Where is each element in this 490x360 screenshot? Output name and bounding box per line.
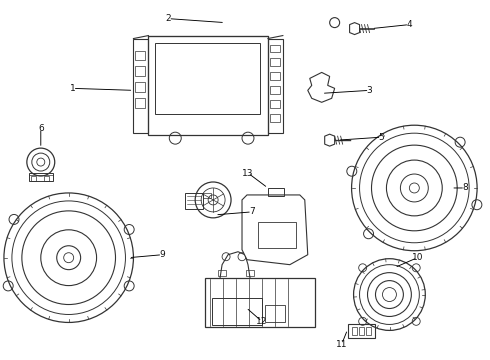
- Bar: [31, 176, 36, 181]
- Text: 9: 9: [159, 250, 165, 259]
- Text: 4: 4: [407, 20, 412, 29]
- Bar: [218, 270, 226, 276]
- Bar: [135, 98, 146, 108]
- Bar: [347, 324, 375, 338]
- Text: 5: 5: [379, 133, 384, 142]
- Bar: [133, 39, 148, 133]
- Bar: [258, 222, 296, 248]
- Bar: [135, 50, 146, 60]
- Bar: [135, 67, 146, 76]
- Text: 8: 8: [462, 184, 468, 193]
- Bar: [268, 188, 284, 196]
- Bar: [270, 114, 280, 122]
- Bar: [270, 58, 280, 67]
- Bar: [155, 42, 260, 114]
- Polygon shape: [325, 134, 335, 146]
- Bar: [246, 270, 254, 276]
- Bar: [148, 36, 268, 135]
- Bar: [44, 176, 49, 181]
- Bar: [270, 100, 280, 108]
- Bar: [268, 39, 283, 133]
- Polygon shape: [308, 72, 335, 102]
- Text: 13: 13: [242, 168, 254, 177]
- Bar: [185, 193, 203, 209]
- Bar: [270, 86, 280, 94]
- Bar: [352, 328, 357, 336]
- Polygon shape: [349, 23, 360, 35]
- Bar: [203, 193, 211, 198]
- Text: 6: 6: [38, 124, 44, 133]
- Bar: [29, 173, 53, 181]
- Polygon shape: [242, 195, 308, 265]
- Text: 2: 2: [166, 14, 171, 23]
- Text: 11: 11: [336, 340, 347, 349]
- Text: 7: 7: [249, 207, 255, 216]
- Bar: [212, 298, 262, 325]
- Text: 12: 12: [256, 317, 268, 326]
- Text: 3: 3: [367, 86, 372, 95]
- Bar: [270, 45, 280, 53]
- Bar: [265, 305, 285, 323]
- Bar: [366, 328, 370, 336]
- Bar: [270, 72, 280, 80]
- Bar: [135, 82, 146, 92]
- Bar: [205, 278, 315, 328]
- Text: 10: 10: [412, 253, 423, 262]
- Text: 1: 1: [70, 84, 75, 93]
- Bar: [359, 328, 364, 336]
